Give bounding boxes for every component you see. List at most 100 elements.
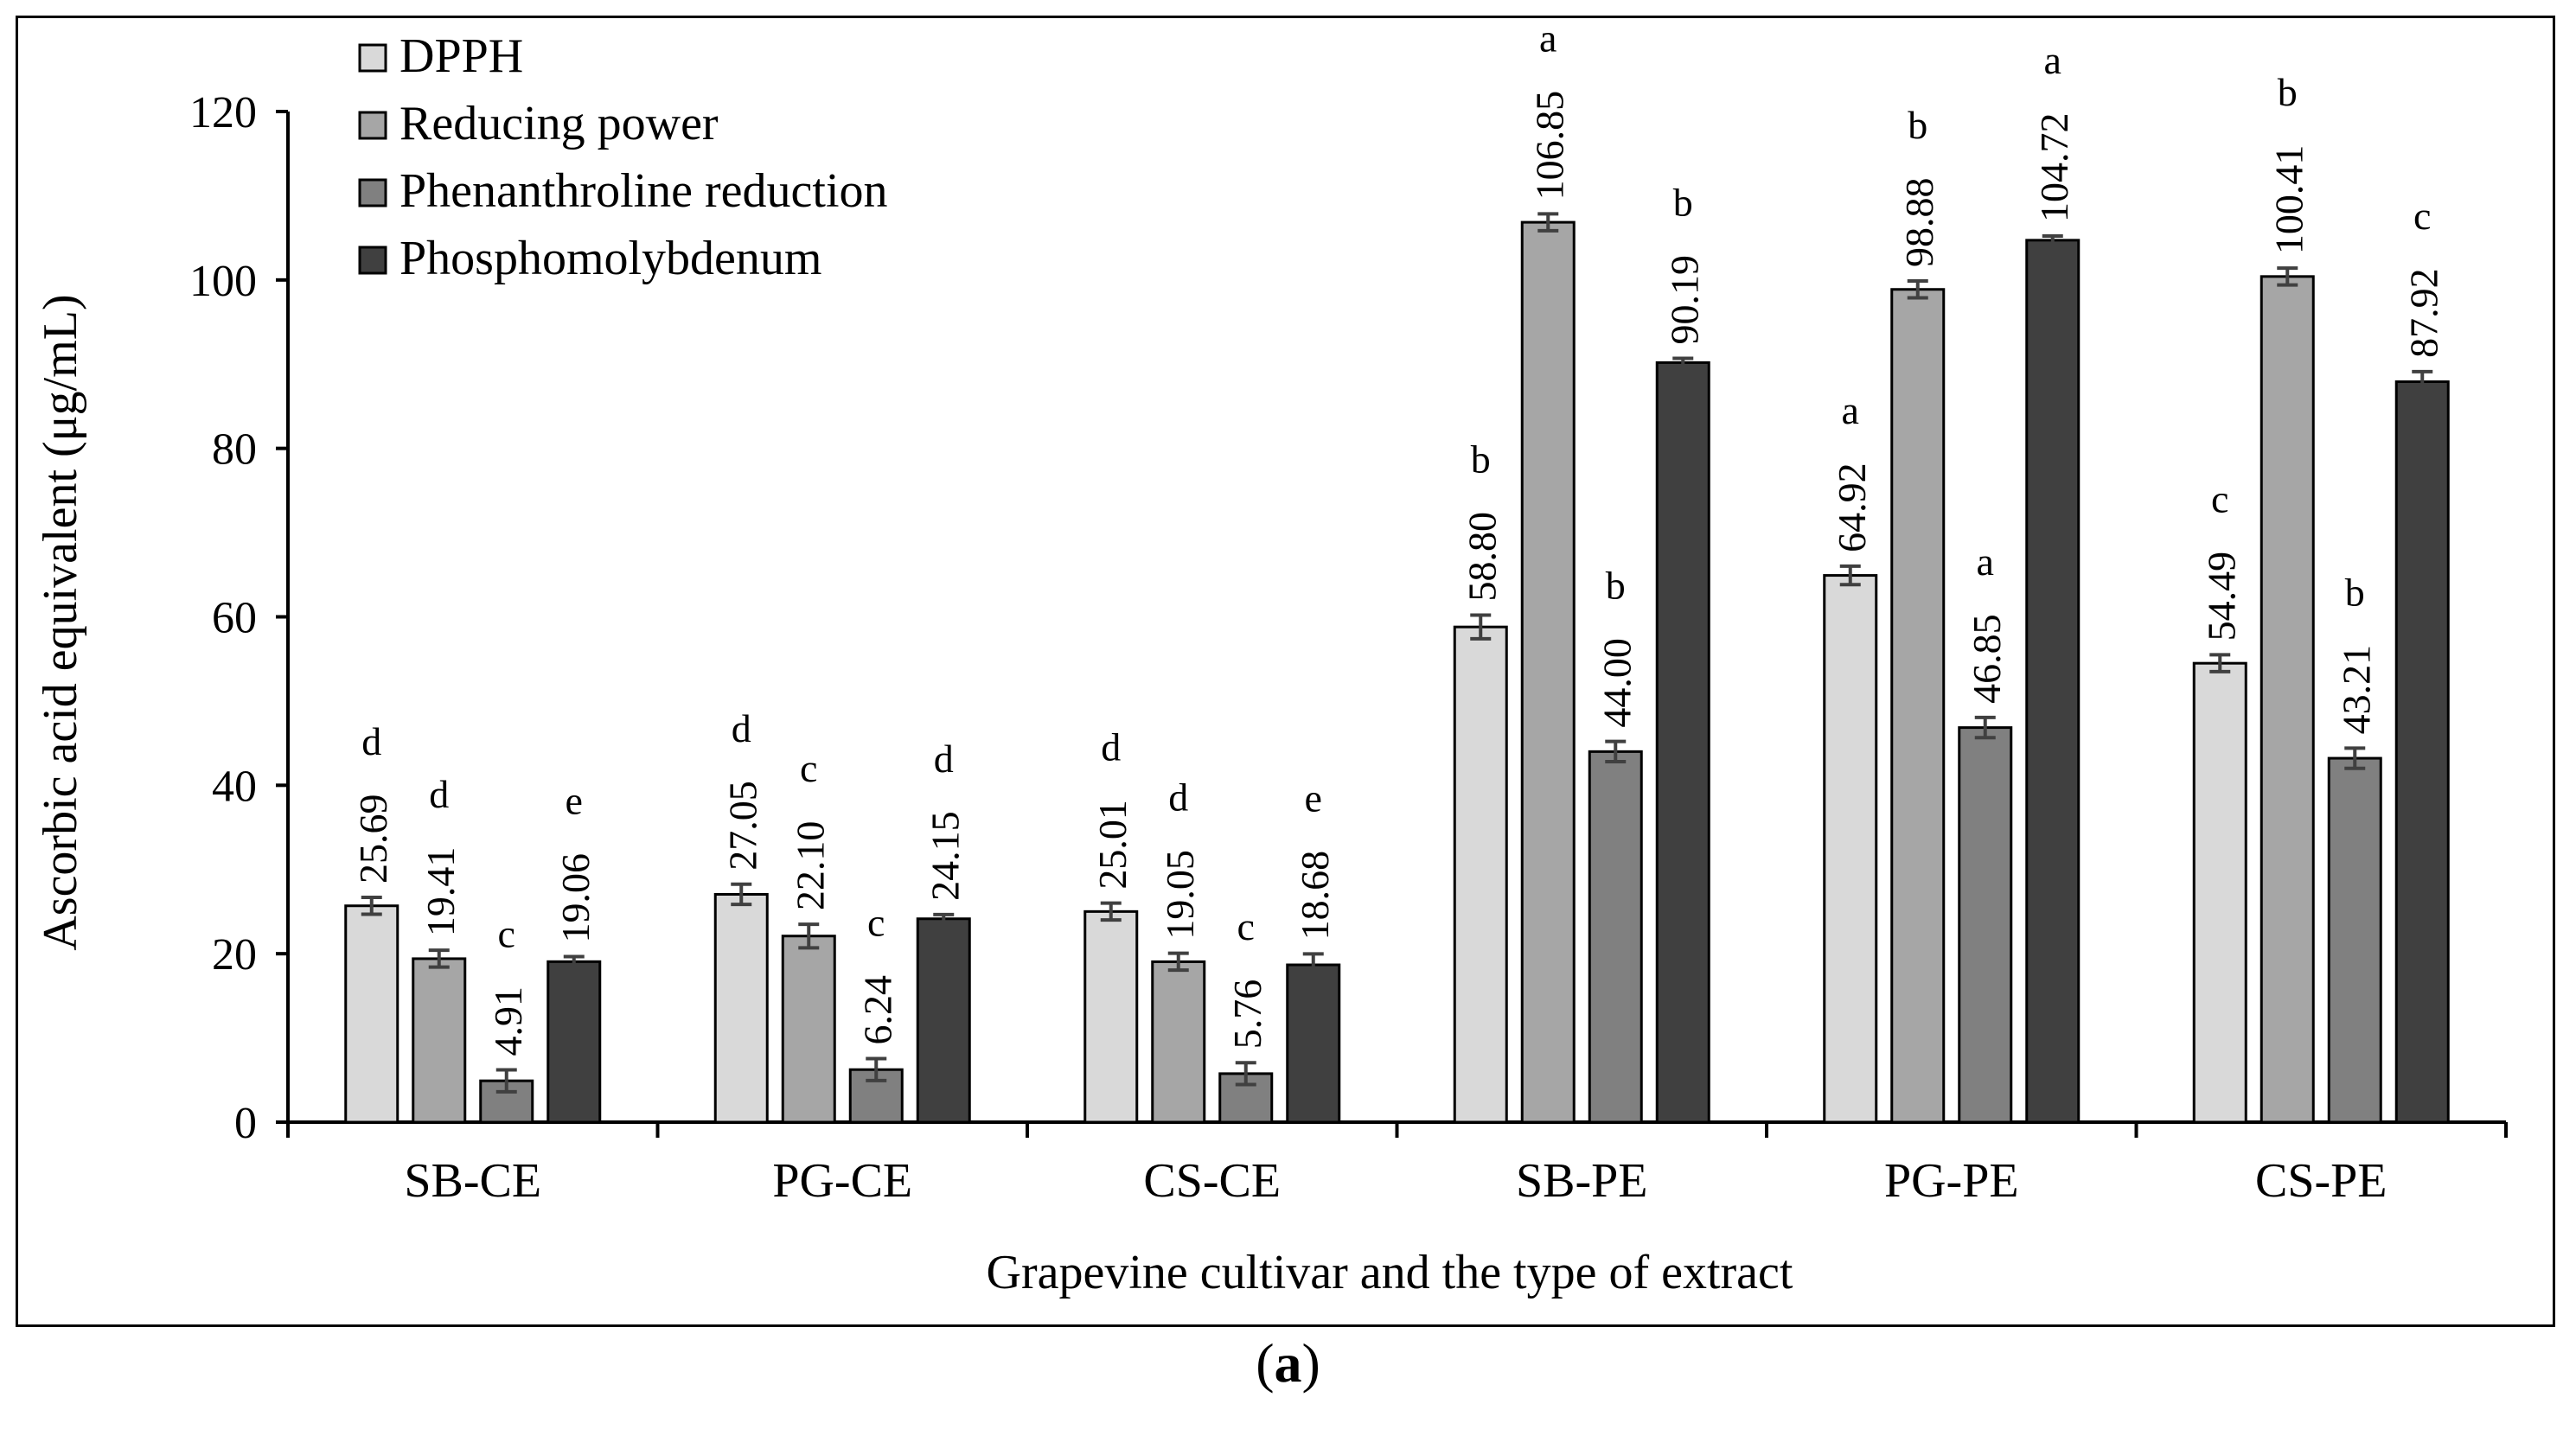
legend-swatch [358,111,387,140]
panel-caption: (a) [1256,1332,1320,1394]
bar [1588,750,1643,1124]
significance-letter: b [2278,70,2298,114]
data-label: 27.05 [720,781,764,871]
error-bar [933,912,955,925]
error-bar [1974,715,1996,740]
error-bar [1100,901,1122,922]
significance-letter: a [1977,539,1994,584]
significance-letter: d [1101,725,1121,769]
x-tick-label: PG-PE [1884,1154,2019,1208]
bar [2394,380,2450,1124]
significance-letter: b [1908,103,1927,147]
chart-frame [16,16,2555,1327]
significance-letter: a [1539,16,1556,60]
bar [547,960,602,1124]
error-bar [1672,356,1694,369]
significance-letter: d [429,772,449,816]
significance-letter: b [1673,181,1693,225]
error-bar [798,922,820,950]
x-axis-title: Grapevine cultivar and the type of extra… [987,1246,1793,1299]
y-tick-label: 20 [212,930,257,980]
legend-swatch [358,246,387,275]
panel-letter: a [1274,1332,1302,1394]
data-label: 64.92 [1830,463,1874,552]
bar [1286,963,1341,1124]
data-label: 4.91 [486,986,530,1056]
bar [1890,288,1946,1124]
error-bar [1167,951,1189,973]
bar [1958,726,2013,1124]
x-tick-label: SB-CE [404,1154,541,1208]
data-label: 54.49 [2199,552,2243,641]
data-label: 100.41 [2266,145,2311,255]
significance-letter: c [2211,476,2228,520]
error-bar [495,1068,517,1094]
significance-letter: d [732,706,751,750]
bar [2192,661,2247,1124]
error-bar [1302,952,1324,978]
significance-letter: b [1606,564,1626,608]
significance-letter: e [566,778,583,822]
y-tick-label: 40 [212,762,257,811]
error-bar [428,948,450,969]
data-label: 104.72 [2032,112,2076,222]
data-label: 98.88 [1897,178,1941,268]
error-bar [361,895,382,916]
error-bar [1907,279,1928,300]
legend-label: DPPH [400,29,523,83]
error-bar [2344,746,2366,770]
bar [781,935,836,1124]
data-label: 46.85 [1965,614,2009,704]
legend-label: Phosphomolybdenum [400,232,821,285]
y-tick-label: 100 [189,257,257,306]
error-bar [1235,1061,1256,1087]
data-label: 6.24 [855,975,899,1045]
bar [916,917,971,1124]
error-bar [1470,613,1492,641]
y-tick-label: 0 [234,1099,257,1148]
data-label: 19.06 [553,853,598,943]
y-tick-label: 60 [212,594,257,643]
error-bar [1537,212,1559,233]
bar [1083,909,1139,1124]
error-bar [731,882,752,907]
significance-letter: c [498,912,515,956]
significance-letter: d [1168,775,1188,820]
significance-letter: d [361,719,381,763]
legend-swatch [358,178,387,207]
data-label: 90.19 [1662,255,1706,345]
significance-letter: c [800,746,817,790]
x-tick-label: PG-CE [772,1154,912,1208]
significance-letter: d [934,737,954,781]
data-label: 106.85 [1527,91,1571,201]
significance-letter: a [1842,388,1859,432]
error-bar [1839,564,1861,587]
error-bar [563,954,585,969]
error-bar [2209,653,2231,673]
error-bar [2042,233,2063,246]
significance-letter: b [1471,437,1491,482]
error-bar [1605,739,1627,764]
bar [2260,275,2315,1124]
significance-letter: c [2413,194,2431,238]
legend-label: Phenanthroline reduction [400,164,888,218]
x-tick-label: SB-PE [1516,1154,1648,1208]
y-tick-label: 120 [189,88,257,137]
data-label: 25.69 [351,794,395,884]
data-label: 5.76 [1225,980,1269,1050]
data-label: 22.10 [788,821,832,911]
bar [1520,220,1576,1124]
bar [2327,756,2382,1124]
bar [412,957,467,1124]
error-bar [2277,266,2298,287]
y-tick-label: 80 [212,425,257,475]
bar [1151,960,1206,1124]
bar [1453,625,1508,1124]
significance-letter: e [1305,775,1322,820]
data-label: 87.92 [2401,268,2445,358]
y-axis-title: Ascorbic acid equivalent (μg/mL) [34,294,87,950]
data-label: 43.21 [2334,645,2378,735]
significance-letter: c [867,901,885,945]
legend-label: Reducing power [400,97,719,150]
